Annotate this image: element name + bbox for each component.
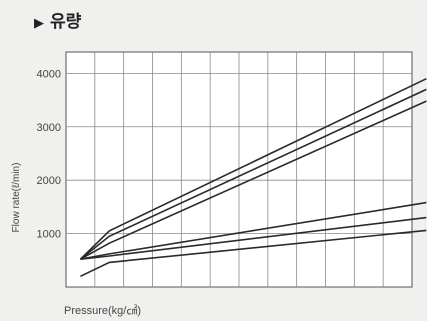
series-line-23type xyxy=(80,216,427,260)
y-tick-label: 4000 xyxy=(37,68,61,80)
triangle-marker-icon: ▶ xyxy=(34,16,44,31)
series-line-48type xyxy=(79,77,427,260)
section-title: 유량 xyxy=(50,12,82,32)
series-line-22type xyxy=(80,229,427,278)
series-line-46type xyxy=(79,88,427,260)
x-axis-label: Pressure(kg/㎠) xyxy=(64,304,141,317)
series-line-44type xyxy=(80,100,427,260)
y-tick-label: 2000 xyxy=(37,175,61,187)
y-tick-label: 1000 xyxy=(37,229,61,241)
y-axis-label: Flow rate(ℓ/min) xyxy=(11,163,22,233)
section-heading: ▶ 유량 xyxy=(34,7,81,32)
y-tick-label: 3000 xyxy=(37,122,61,134)
